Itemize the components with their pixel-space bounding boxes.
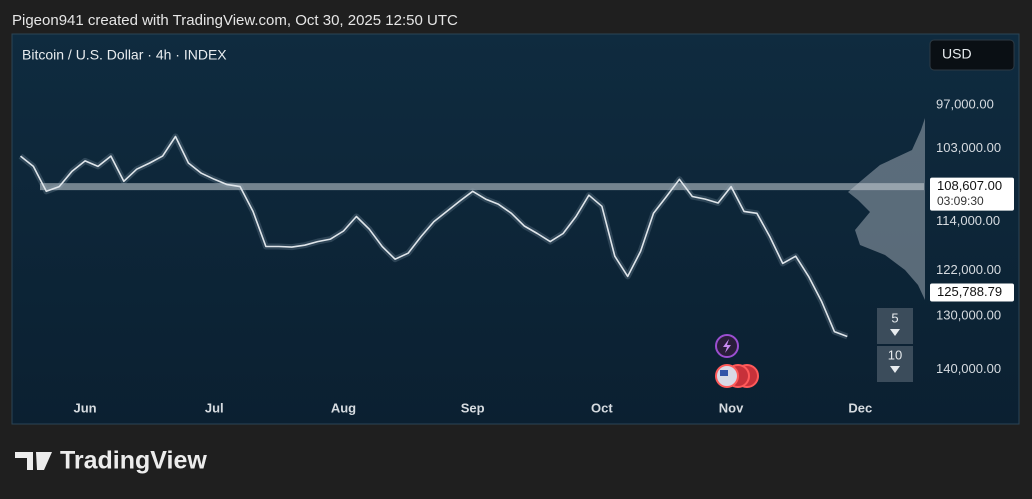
currency-label[interactable]: USD bbox=[942, 46, 972, 62]
y-tick-label: 140,000.00 bbox=[936, 361, 1001, 376]
chart-panel bbox=[11, 33, 1020, 425]
y-tick-label: 97,000.00 bbox=[936, 97, 994, 112]
x-tick-label: Nov bbox=[719, 400, 744, 415]
price-label-box bbox=[930, 177, 1014, 211]
y-tick-label: 130,000.00 bbox=[936, 308, 1001, 323]
zoom-out-button[interactable] bbox=[877, 346, 913, 382]
x-tick-label: Dec bbox=[848, 400, 872, 415]
marker-label: 125,788.79 bbox=[937, 284, 1002, 299]
y-tick-label: 114,000.00 bbox=[936, 213, 1000, 228]
arrow-icon bbox=[890, 329, 900, 336]
countdown-label: 03:09:30 bbox=[937, 194, 984, 208]
zoom-in-button[interactable] bbox=[877, 308, 913, 344]
volume-profile bbox=[848, 118, 925, 300]
currency-button[interactable] bbox=[929, 39, 1015, 71]
lightning-icon bbox=[723, 339, 731, 353]
price-line bbox=[20, 135, 848, 338]
plot: 97,000.00 103,000.00 114,000.00 122,000.00 1… bbox=[18, 97, 1014, 415]
brand-name: TradingView bbox=[60, 447, 207, 475]
y-tick-label: 122,000.00 bbox=[936, 262, 1001, 277]
x-tick-label: Sep bbox=[461, 400, 485, 415]
price-label: 108,607.00 bbox=[937, 178, 1002, 193]
y-tick-label: 103,000.00 bbox=[936, 140, 1001, 155]
brand: TradingView bbox=[15, 447, 207, 475]
zoom-in-label[interactable]: 5 bbox=[891, 310, 898, 325]
x-tick-label: Aug bbox=[331, 400, 356, 415]
marker-label-box bbox=[930, 283, 1014, 302]
zoom-out-label[interactable]: 10 bbox=[888, 347, 902, 362]
event-markers bbox=[715, 334, 759, 388]
logo-icon bbox=[15, 452, 52, 470]
header: Pigeon941 created with TradingView.com, … bbox=[12, 12, 458, 29]
zoom-controls: 5 10 bbox=[877, 308, 913, 382]
arrow-icon bbox=[890, 366, 900, 373]
x-tick-label: Jul bbox=[205, 400, 224, 415]
chart-title: Bitcoin / U.S. Dollar · 4h · INDEX bbox=[22, 47, 227, 63]
x-tick-label: Oct bbox=[591, 400, 613, 415]
x-tick-label: Jun bbox=[73, 400, 96, 415]
flag-icon bbox=[720, 370, 728, 376]
